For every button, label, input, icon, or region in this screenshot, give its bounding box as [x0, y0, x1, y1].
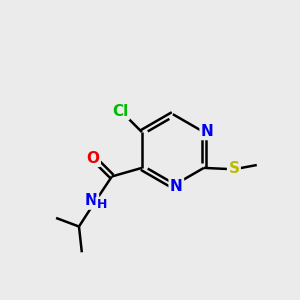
- Text: N: N: [85, 193, 98, 208]
- Text: N: N: [201, 124, 214, 139]
- Text: Cl: Cl: [112, 104, 128, 119]
- Text: N: N: [170, 179, 183, 194]
- Text: O: O: [86, 151, 100, 166]
- Text: S: S: [228, 161, 239, 176]
- Text: H: H: [97, 198, 107, 211]
